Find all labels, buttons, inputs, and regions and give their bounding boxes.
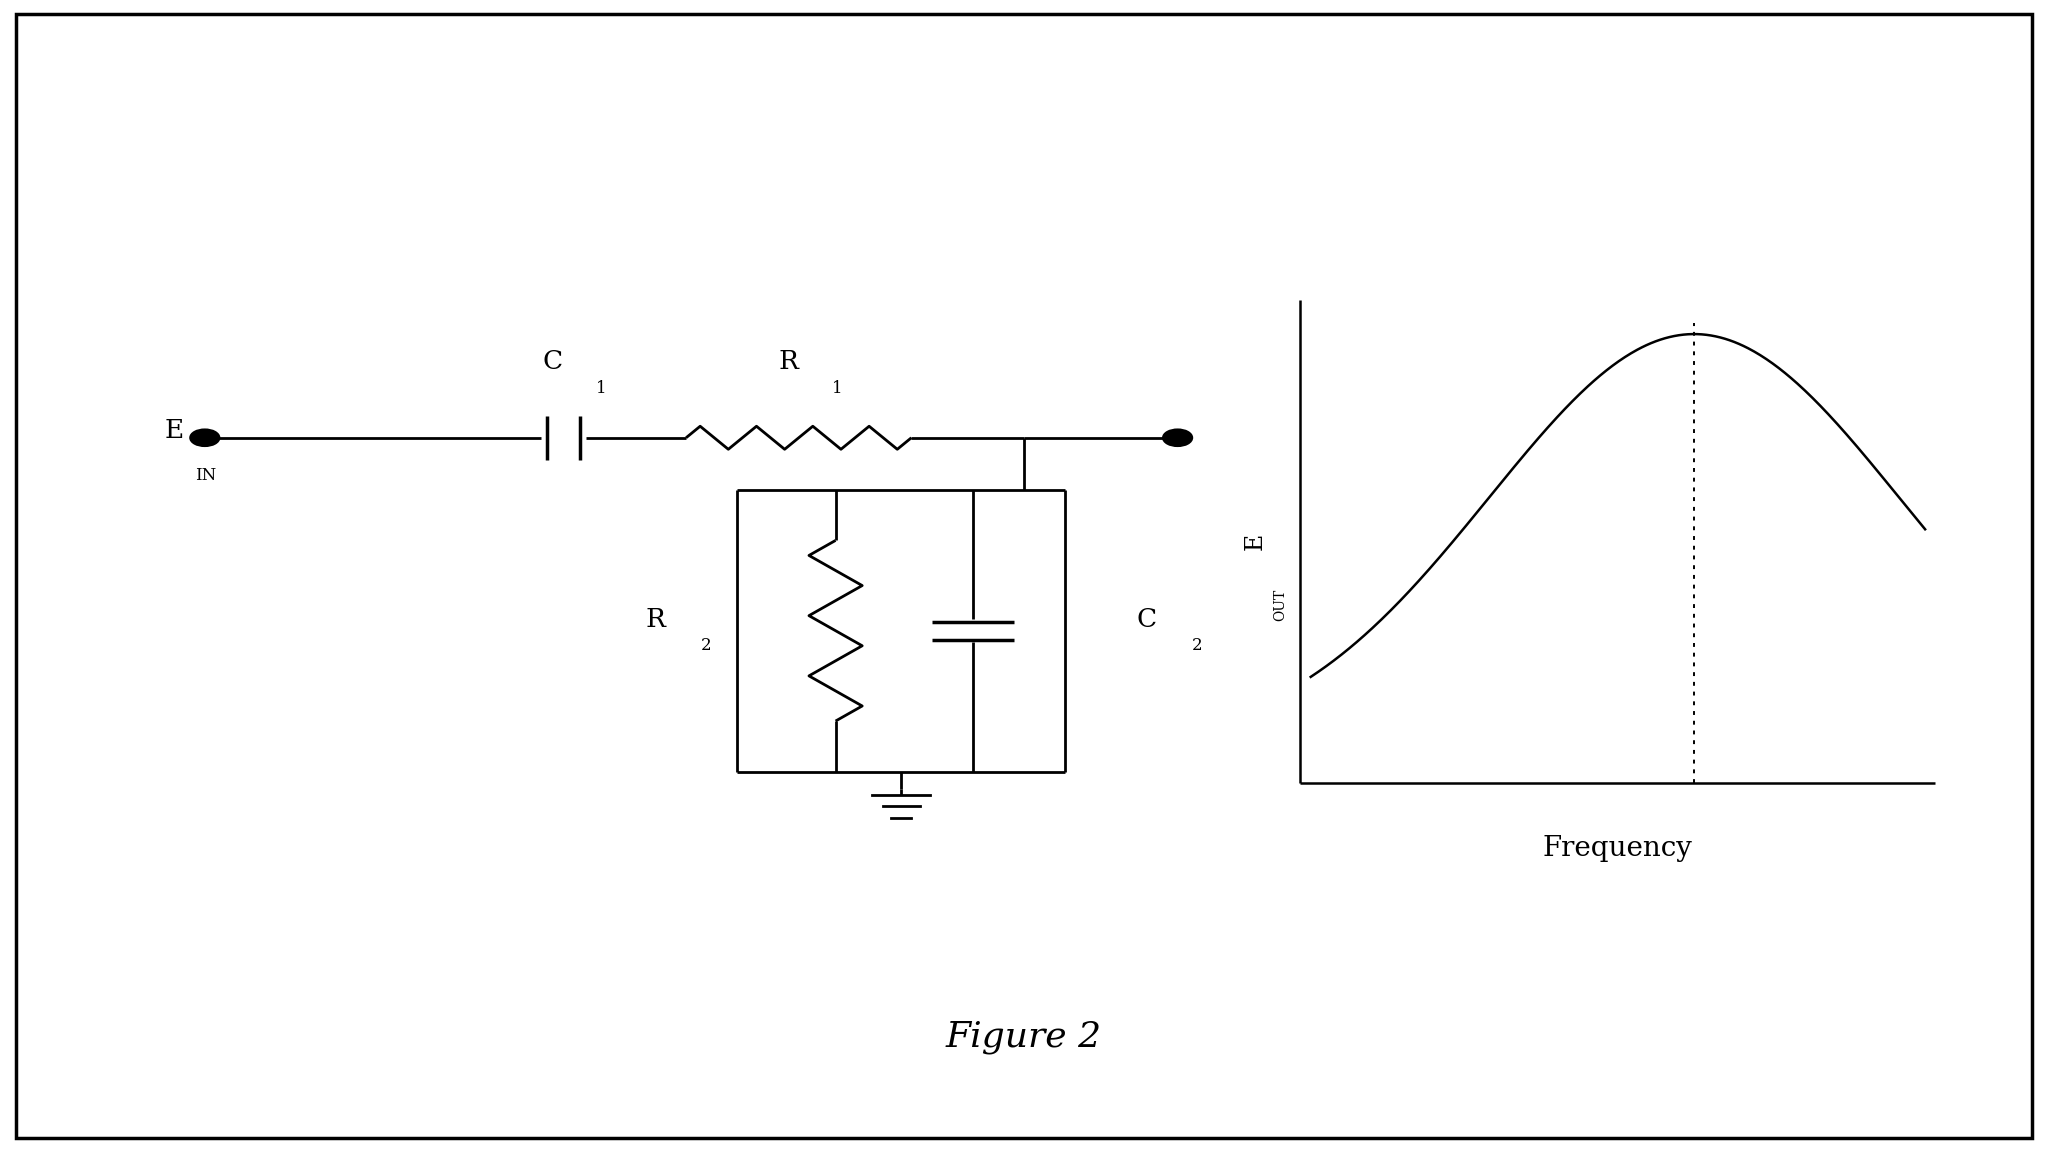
- Text: 2: 2: [1192, 637, 1202, 654]
- Circle shape: [190, 430, 219, 446]
- Text: Frequency: Frequency: [1542, 835, 1694, 862]
- Text: E: E: [1243, 533, 1268, 550]
- Text: R: R: [778, 349, 799, 374]
- Text: 2: 2: [700, 637, 711, 654]
- Text: R: R: [645, 607, 666, 631]
- Circle shape: [1163, 430, 1192, 446]
- Text: C: C: [543, 349, 563, 374]
- Text: 1: 1: [596, 380, 606, 397]
- Text: Figure 2: Figure 2: [946, 1020, 1102, 1054]
- Text: OUT: OUT: [1274, 589, 1286, 621]
- Text: E: E: [166, 418, 184, 444]
- Text: 1: 1: [831, 380, 842, 397]
- Text: IN: IN: [195, 467, 215, 484]
- Text: C: C: [1137, 607, 1157, 631]
